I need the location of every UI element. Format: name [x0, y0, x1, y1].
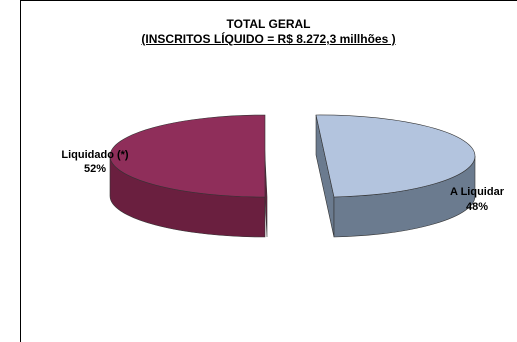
slice-value-a-liquidar: 48% [466, 201, 488, 213]
slice-label-liquidado: Liquidado (*) [61, 149, 129, 161]
chart-title: TOTAL GERAL [226, 17, 311, 31]
chart-subtitle: (INSCRITOS LÍQUIDO = R$ 8.272,3 millhões… [141, 32, 396, 46]
slice-label-a-liquidar: A Liquidar [450, 186, 505, 198]
pie-slice-liquidado-top [109, 114, 266, 198]
pie-slice-a-liquidar [315, 114, 476, 238]
pie-slice-liquidado [109, 114, 268, 238]
pie-slice-a-liquidar-top [315, 114, 476, 198]
slice-value-liquidado: 52% [84, 163, 106, 175]
